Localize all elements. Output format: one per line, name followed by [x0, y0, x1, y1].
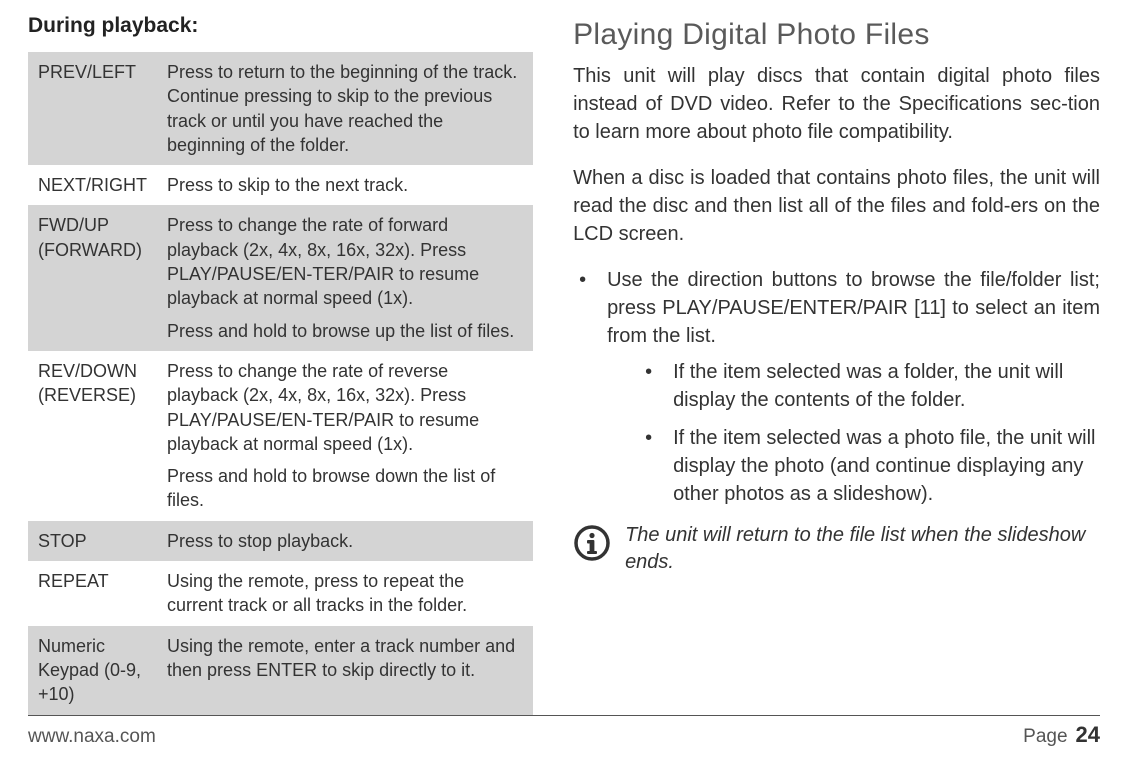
table-row: FWD/UP (FORWARD)Press to change the rate…	[28, 205, 533, 350]
table-row: STOPPress to stop playback.	[28, 521, 533, 561]
table-key-cell: REV/DOWN (REVERSE)	[28, 351, 157, 521]
table-desc-cell: Using the remote, press to repeat the cu…	[157, 561, 533, 626]
right-column: Playing Digital Photo Files This unit wi…	[573, 14, 1100, 715]
table-key-cell: REPEAT	[28, 561, 157, 626]
bullet-main: Use the direction buttons to browse the …	[573, 266, 1100, 508]
playback-table: PREV/LEFTPress to return to the beginnin…	[28, 52, 533, 715]
intro-para-2: When a disc is loaded that contains phot…	[573, 164, 1100, 248]
table-key-cell: FWD/UP (FORWARD)	[28, 205, 157, 350]
section-heading: Playing Digital Photo Files	[573, 18, 1100, 52]
footer-url: www.naxa.com	[28, 726, 156, 748]
table-key-cell: Numeric Keypad (0-9, +10)	[28, 626, 157, 715]
bullet-sub-2: If the item selected was a photo file, t…	[607, 424, 1100, 508]
table-desc-cell: Press to skip to the next track.	[157, 165, 533, 205]
footer-page: Page 24	[1023, 722, 1100, 748]
table-row: REPEATUsing the remote, press to repeat …	[28, 561, 533, 626]
info-note-text: The unit will return to the file list wh…	[625, 522, 1100, 576]
table-key-cell: PREV/LEFT	[28, 52, 157, 165]
footer-page-label: Page	[1023, 726, 1067, 748]
left-column: During playback: PREV/LEFTPress to retur…	[28, 14, 533, 715]
table-desc-cell: Press to change the rate of reverse play…	[157, 351, 533, 521]
bullet-sublist: If the item selected was a folder, the u…	[607, 358, 1100, 508]
table-key-cell: STOP	[28, 521, 157, 561]
table-row: Numeric Keypad (0-9, +10)Using the remot…	[28, 626, 533, 715]
during-playback-heading: During playback:	[28, 14, 533, 38]
info-icon	[573, 524, 611, 567]
bullet-list: Use the direction buttons to browse the …	[573, 266, 1100, 508]
info-note: The unit will return to the file list wh…	[573, 522, 1100, 576]
page-footer: www.naxa.com Page 24	[28, 715, 1100, 748]
table-row: REV/DOWN (REVERSE)Press to change the ra…	[28, 351, 533, 521]
footer-page-number: 24	[1076, 722, 1100, 748]
table-row: PREV/LEFTPress to return to the beginnin…	[28, 52, 533, 165]
table-desc-cell: Press to stop playback.	[157, 521, 533, 561]
table-desc-cell: Press to change the rate of forward play…	[157, 205, 533, 350]
table-key-cell: NEXT/RIGHT	[28, 165, 157, 205]
bullet-sub-1: If the item selected was a folder, the u…	[607, 358, 1100, 414]
intro-para-1: This unit will play discs that contain d…	[573, 62, 1100, 146]
table-desc-cell: Press to return to the beginning of the …	[157, 52, 533, 165]
table-row: NEXT/RIGHTPress to skip to the next trac…	[28, 165, 533, 205]
table-desc-cell: Using the remote, enter a track number a…	[157, 626, 533, 715]
bullet-main-text: Use the direction buttons to browse the …	[607, 269, 1100, 347]
